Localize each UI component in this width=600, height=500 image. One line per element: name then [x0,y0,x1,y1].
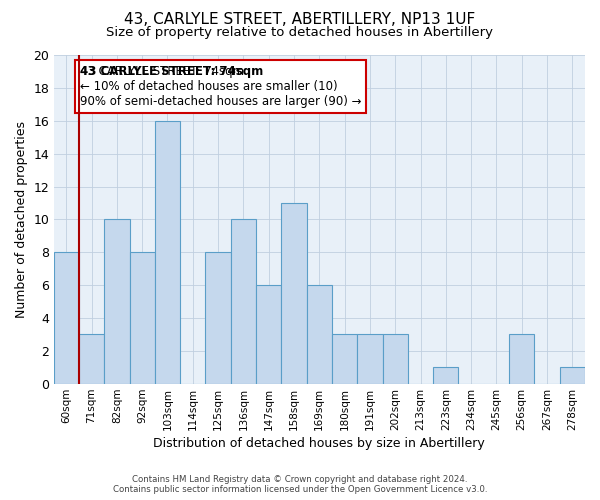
Bar [281,203,307,384]
Bar [155,121,180,384]
Bar [231,220,256,384]
Bar [332,334,357,384]
Bar [307,285,332,384]
Text: 43 CARLYLE STREET: 74sqm: 43 CARLYLE STREET: 74sqm [80,65,263,78]
Bar [205,252,231,384]
Bar [383,334,408,384]
Bar [79,334,104,384]
Y-axis label: Number of detached properties: Number of detached properties [15,121,28,318]
Bar [509,334,535,384]
Text: 43 CARLYLE STREET: 74sqm
← 10% of detached houses are smaller (10)
90% of semi-d: 43 CARLYLE STREET: 74sqm ← 10% of detach… [80,65,362,108]
Text: Contains HM Land Registry data © Crown copyright and database right 2024.
Contai: Contains HM Land Registry data © Crown c… [113,474,487,494]
Text: 43, CARLYLE STREET, ABERTILLERY, NP13 1UF: 43, CARLYLE STREET, ABERTILLERY, NP13 1U… [124,12,476,28]
Bar [53,252,79,384]
Bar [560,368,585,384]
Bar [256,285,281,384]
X-axis label: Distribution of detached houses by size in Abertillery: Distribution of detached houses by size … [154,437,485,450]
Text: Size of property relative to detached houses in Abertillery: Size of property relative to detached ho… [107,26,493,39]
Bar [357,334,383,384]
Bar [130,252,155,384]
Bar [433,368,458,384]
Bar [104,220,130,384]
